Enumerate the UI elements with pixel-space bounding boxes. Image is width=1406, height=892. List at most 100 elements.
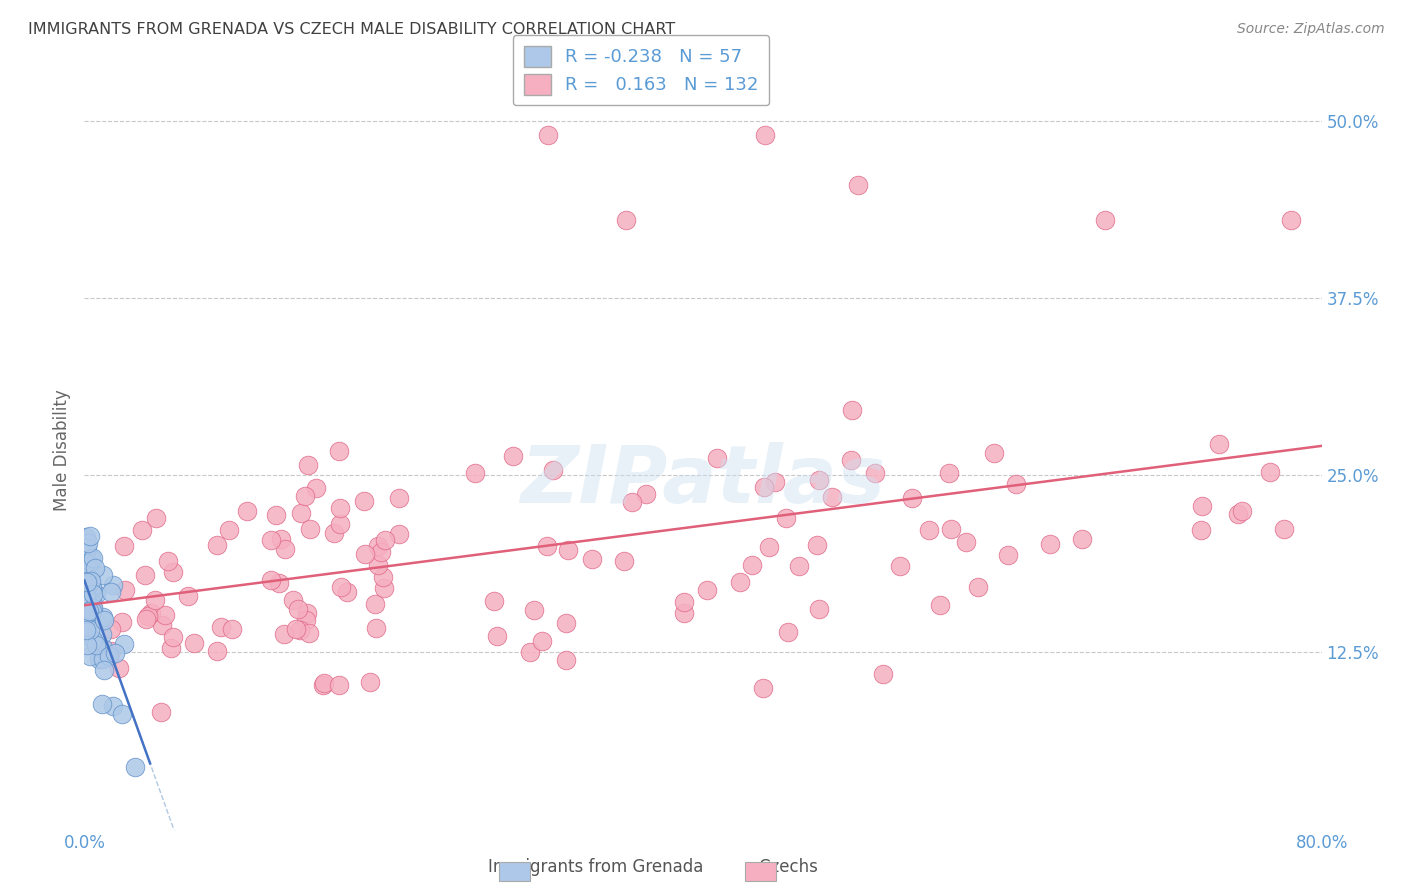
Point xyxy=(77,563,100,577)
Point xyxy=(295,606,318,620)
Point xyxy=(929,598,952,612)
Point xyxy=(91,626,114,640)
Point xyxy=(821,491,844,505)
Point xyxy=(312,676,335,690)
Point xyxy=(79,605,101,619)
Point xyxy=(269,575,291,590)
Point xyxy=(555,615,578,630)
Point xyxy=(114,583,136,598)
Point xyxy=(108,661,131,675)
Point xyxy=(839,453,862,467)
Point xyxy=(983,446,1005,460)
Point xyxy=(872,667,894,681)
Point xyxy=(135,612,157,626)
Point xyxy=(79,623,101,637)
Point xyxy=(111,707,134,722)
Point xyxy=(706,450,728,465)
Point xyxy=(329,580,352,594)
Point xyxy=(536,539,558,553)
Point xyxy=(93,567,115,582)
Point xyxy=(76,535,98,549)
Point xyxy=(519,645,541,659)
Point xyxy=(218,523,240,537)
Point xyxy=(1191,499,1213,513)
Point xyxy=(153,607,176,622)
Point xyxy=(100,623,122,637)
Point xyxy=(75,613,97,627)
Point xyxy=(82,586,104,600)
Point xyxy=(270,532,292,546)
Point xyxy=(82,602,104,616)
Point xyxy=(124,760,146,774)
Point xyxy=(531,633,554,648)
Point xyxy=(728,574,751,589)
Point xyxy=(370,545,392,559)
Point xyxy=(537,128,560,142)
Point xyxy=(80,551,103,566)
Point xyxy=(91,609,114,624)
Point xyxy=(145,511,167,525)
Point xyxy=(136,609,159,624)
Point xyxy=(75,556,97,570)
Point xyxy=(322,526,344,541)
Point xyxy=(112,637,135,651)
Point xyxy=(353,494,375,508)
Point xyxy=(77,554,100,568)
Point xyxy=(846,178,869,192)
Point xyxy=(295,613,318,627)
Point xyxy=(76,595,98,609)
Text: ZIPatlas: ZIPatlas xyxy=(520,442,886,520)
Point xyxy=(1279,213,1302,227)
Y-axis label: Male Disability: Male Disability xyxy=(53,390,72,511)
Point xyxy=(1039,537,1062,551)
Point xyxy=(100,585,122,599)
Point xyxy=(104,646,127,660)
Point xyxy=(82,604,104,618)
Point xyxy=(101,578,124,592)
Point xyxy=(751,681,773,695)
Point xyxy=(328,678,350,692)
Point xyxy=(1070,533,1092,547)
Text: Source: ZipAtlas.com: Source: ZipAtlas.com xyxy=(1237,22,1385,37)
Point xyxy=(889,559,911,574)
Point xyxy=(76,541,98,555)
Point xyxy=(364,621,387,635)
Point xyxy=(207,643,229,657)
Point xyxy=(131,523,153,537)
Point xyxy=(775,511,797,525)
Point xyxy=(101,698,124,713)
Point xyxy=(80,579,103,593)
Point xyxy=(523,602,546,616)
Point xyxy=(634,487,657,501)
Point xyxy=(274,541,297,556)
Point xyxy=(84,561,107,575)
Point xyxy=(312,678,335,692)
Point xyxy=(75,607,97,621)
Point xyxy=(93,663,115,677)
Point xyxy=(298,625,321,640)
Point xyxy=(89,652,111,666)
Point xyxy=(75,598,97,612)
Point xyxy=(336,585,359,599)
Point xyxy=(266,508,288,523)
Point xyxy=(143,593,166,607)
Point xyxy=(941,522,963,536)
Point xyxy=(273,627,295,641)
Point xyxy=(82,596,104,610)
Point xyxy=(287,602,309,616)
Point xyxy=(156,554,179,568)
Point xyxy=(763,475,786,489)
Point xyxy=(359,675,381,690)
Point xyxy=(76,638,98,652)
Point xyxy=(139,606,162,620)
Point xyxy=(373,581,395,595)
Point xyxy=(1004,477,1026,491)
Text: Immigrants from Grenada: Immigrants from Grenada xyxy=(488,858,703,876)
Point xyxy=(281,592,304,607)
Point xyxy=(966,580,988,594)
Point xyxy=(76,574,98,589)
Point xyxy=(112,539,135,553)
Point xyxy=(1094,213,1116,227)
Point xyxy=(82,550,104,565)
Point xyxy=(1227,507,1250,521)
